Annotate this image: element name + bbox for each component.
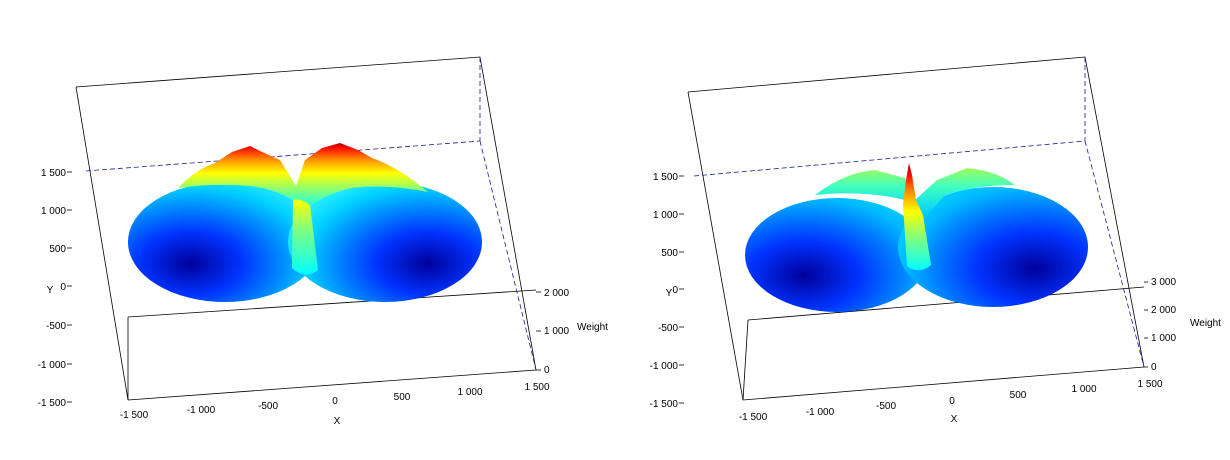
- surface-center-ridge: [292, 199, 318, 275]
- y-tick-label: -500: [46, 321, 66, 332]
- box-floor-front-edge: [747, 286, 1145, 321]
- x-axis-label: X: [951, 414, 958, 425]
- z-tick-label: 0: [544, 365, 550, 376]
- x-axis: -1 500 -1 000 -500 0 500 1 000 1 500 X: [120, 382, 550, 427]
- y-tick-label: 1 500: [653, 172, 678, 183]
- x-tick-label: -500: [258, 401, 278, 412]
- plot-box: [75, 56, 537, 401]
- z-tick-label: 2 000: [544, 288, 569, 299]
- x-tick-label: -500: [876, 401, 896, 412]
- x-tick-label: 0: [332, 396, 338, 407]
- surface-left-lobe: [745, 198, 929, 312]
- surface-rim: [815, 168, 1015, 215]
- surface-center-spike: [903, 163, 931, 271]
- surface: [745, 163, 1088, 312]
- surface: [128, 143, 482, 302]
- x-tick-label: -1 000: [806, 407, 835, 418]
- hidden-back-edge: [85, 140, 481, 172]
- x-tick-label: -1 000: [187, 405, 216, 416]
- x-tick-label: 1 000: [457, 387, 482, 398]
- hidden-diagonal-edge: [479, 140, 537, 371]
- z-tick-label: 2 000: [1151, 305, 1176, 316]
- box-left-edge: [75, 86, 129, 401]
- x-tick-label: 1 500: [524, 382, 549, 393]
- x-tick-label: 1 500: [1137, 379, 1162, 390]
- z-tick-label: 3 000: [1151, 277, 1176, 288]
- y-tick-label: 1 500: [41, 168, 66, 179]
- y-tick-label: 1 000: [653, 210, 678, 221]
- y-tick-label: 0: [672, 285, 678, 296]
- z-axis-label: Weight: [577, 322, 608, 333]
- y-axis: 1 500 1 000 500 0 -500 -1 000 -1 500 Y: [38, 168, 72, 409]
- x-tick-label: -1 500: [739, 412, 768, 423]
- x-tick-label: 0: [949, 396, 955, 407]
- z-axis-label: Weight: [1190, 318, 1221, 329]
- surface-right-lobe: [288, 182, 482, 302]
- x-axis-label: X: [334, 416, 341, 427]
- box-front-edge: [742, 366, 1145, 401]
- y-tick-label: -1 500: [38, 398, 67, 409]
- surface-left-lobe: [128, 182, 322, 302]
- z-tick-label: 1 000: [544, 326, 569, 337]
- left-plot-svg: 1 500 1 000 500 0 -500 -1 000 -1 500 Y -…: [38, 56, 608, 427]
- y-tick-label: 500: [49, 244, 66, 255]
- y-tick-label: 1 000: [41, 206, 66, 217]
- x-tick-label: 500: [1010, 390, 1027, 401]
- y-tick-label: -500: [658, 323, 678, 334]
- x-tick-label: 1 000: [1071, 384, 1096, 395]
- surface-right-lobe: [898, 187, 1088, 307]
- hidden-back-edge: [693, 140, 1086, 177]
- y-tick-label: 500: [661, 248, 678, 259]
- y-axis-label: Y: [47, 285, 54, 296]
- x-tick-label: -1 500: [120, 410, 149, 421]
- x-tick-label: 500: [394, 392, 411, 403]
- surface-ridge-peaks: [178, 143, 428, 210]
- hidden-diagonal-edge: [1084, 140, 1145, 368]
- box-left-edge: [687, 91, 744, 401]
- y-tick-label: -1 000: [650, 361, 679, 372]
- x-axis: -1 500 -1 000 -500 0 500 1 000 1 500 X: [739, 379, 1163, 425]
- right-surface-plot: 1 500 1 000 500 0 -500 -1 000 -1 500 Y -…: [615, 0, 1230, 460]
- right-plot-svg: 1 500 1 000 500 0 -500 -1 000 -1 500 Y -…: [650, 56, 1221, 425]
- y-tick-label: -1 000: [38, 360, 67, 371]
- y-axis: 1 500 1 000 500 0 -500 -1 000 -1 500 Y: [650, 172, 684, 410]
- z-tick-label: 0: [1151, 362, 1157, 373]
- box-front-edge: [127, 369, 537, 401]
- z-tick-label: 1 000: [1151, 333, 1176, 344]
- plot-box: [687, 56, 1145, 401]
- z-axis: 0 1 000 2 000 3 000 Weight: [1144, 277, 1221, 373]
- box-floor-front-edge: [127, 289, 537, 318]
- box-floor-left-edge: [742, 319, 749, 401]
- left-surface-plot: 1 500 1 000 500 0 -500 -1 000 -1 500 Y -…: [38, 56, 608, 427]
- z-axis: 0 1 000 2 000 Weight: [536, 288, 608, 376]
- y-tick-label: 0: [60, 282, 66, 293]
- y-axis-label: Y: [666, 288, 673, 299]
- y-tick-label: -1 500: [650, 399, 679, 410]
